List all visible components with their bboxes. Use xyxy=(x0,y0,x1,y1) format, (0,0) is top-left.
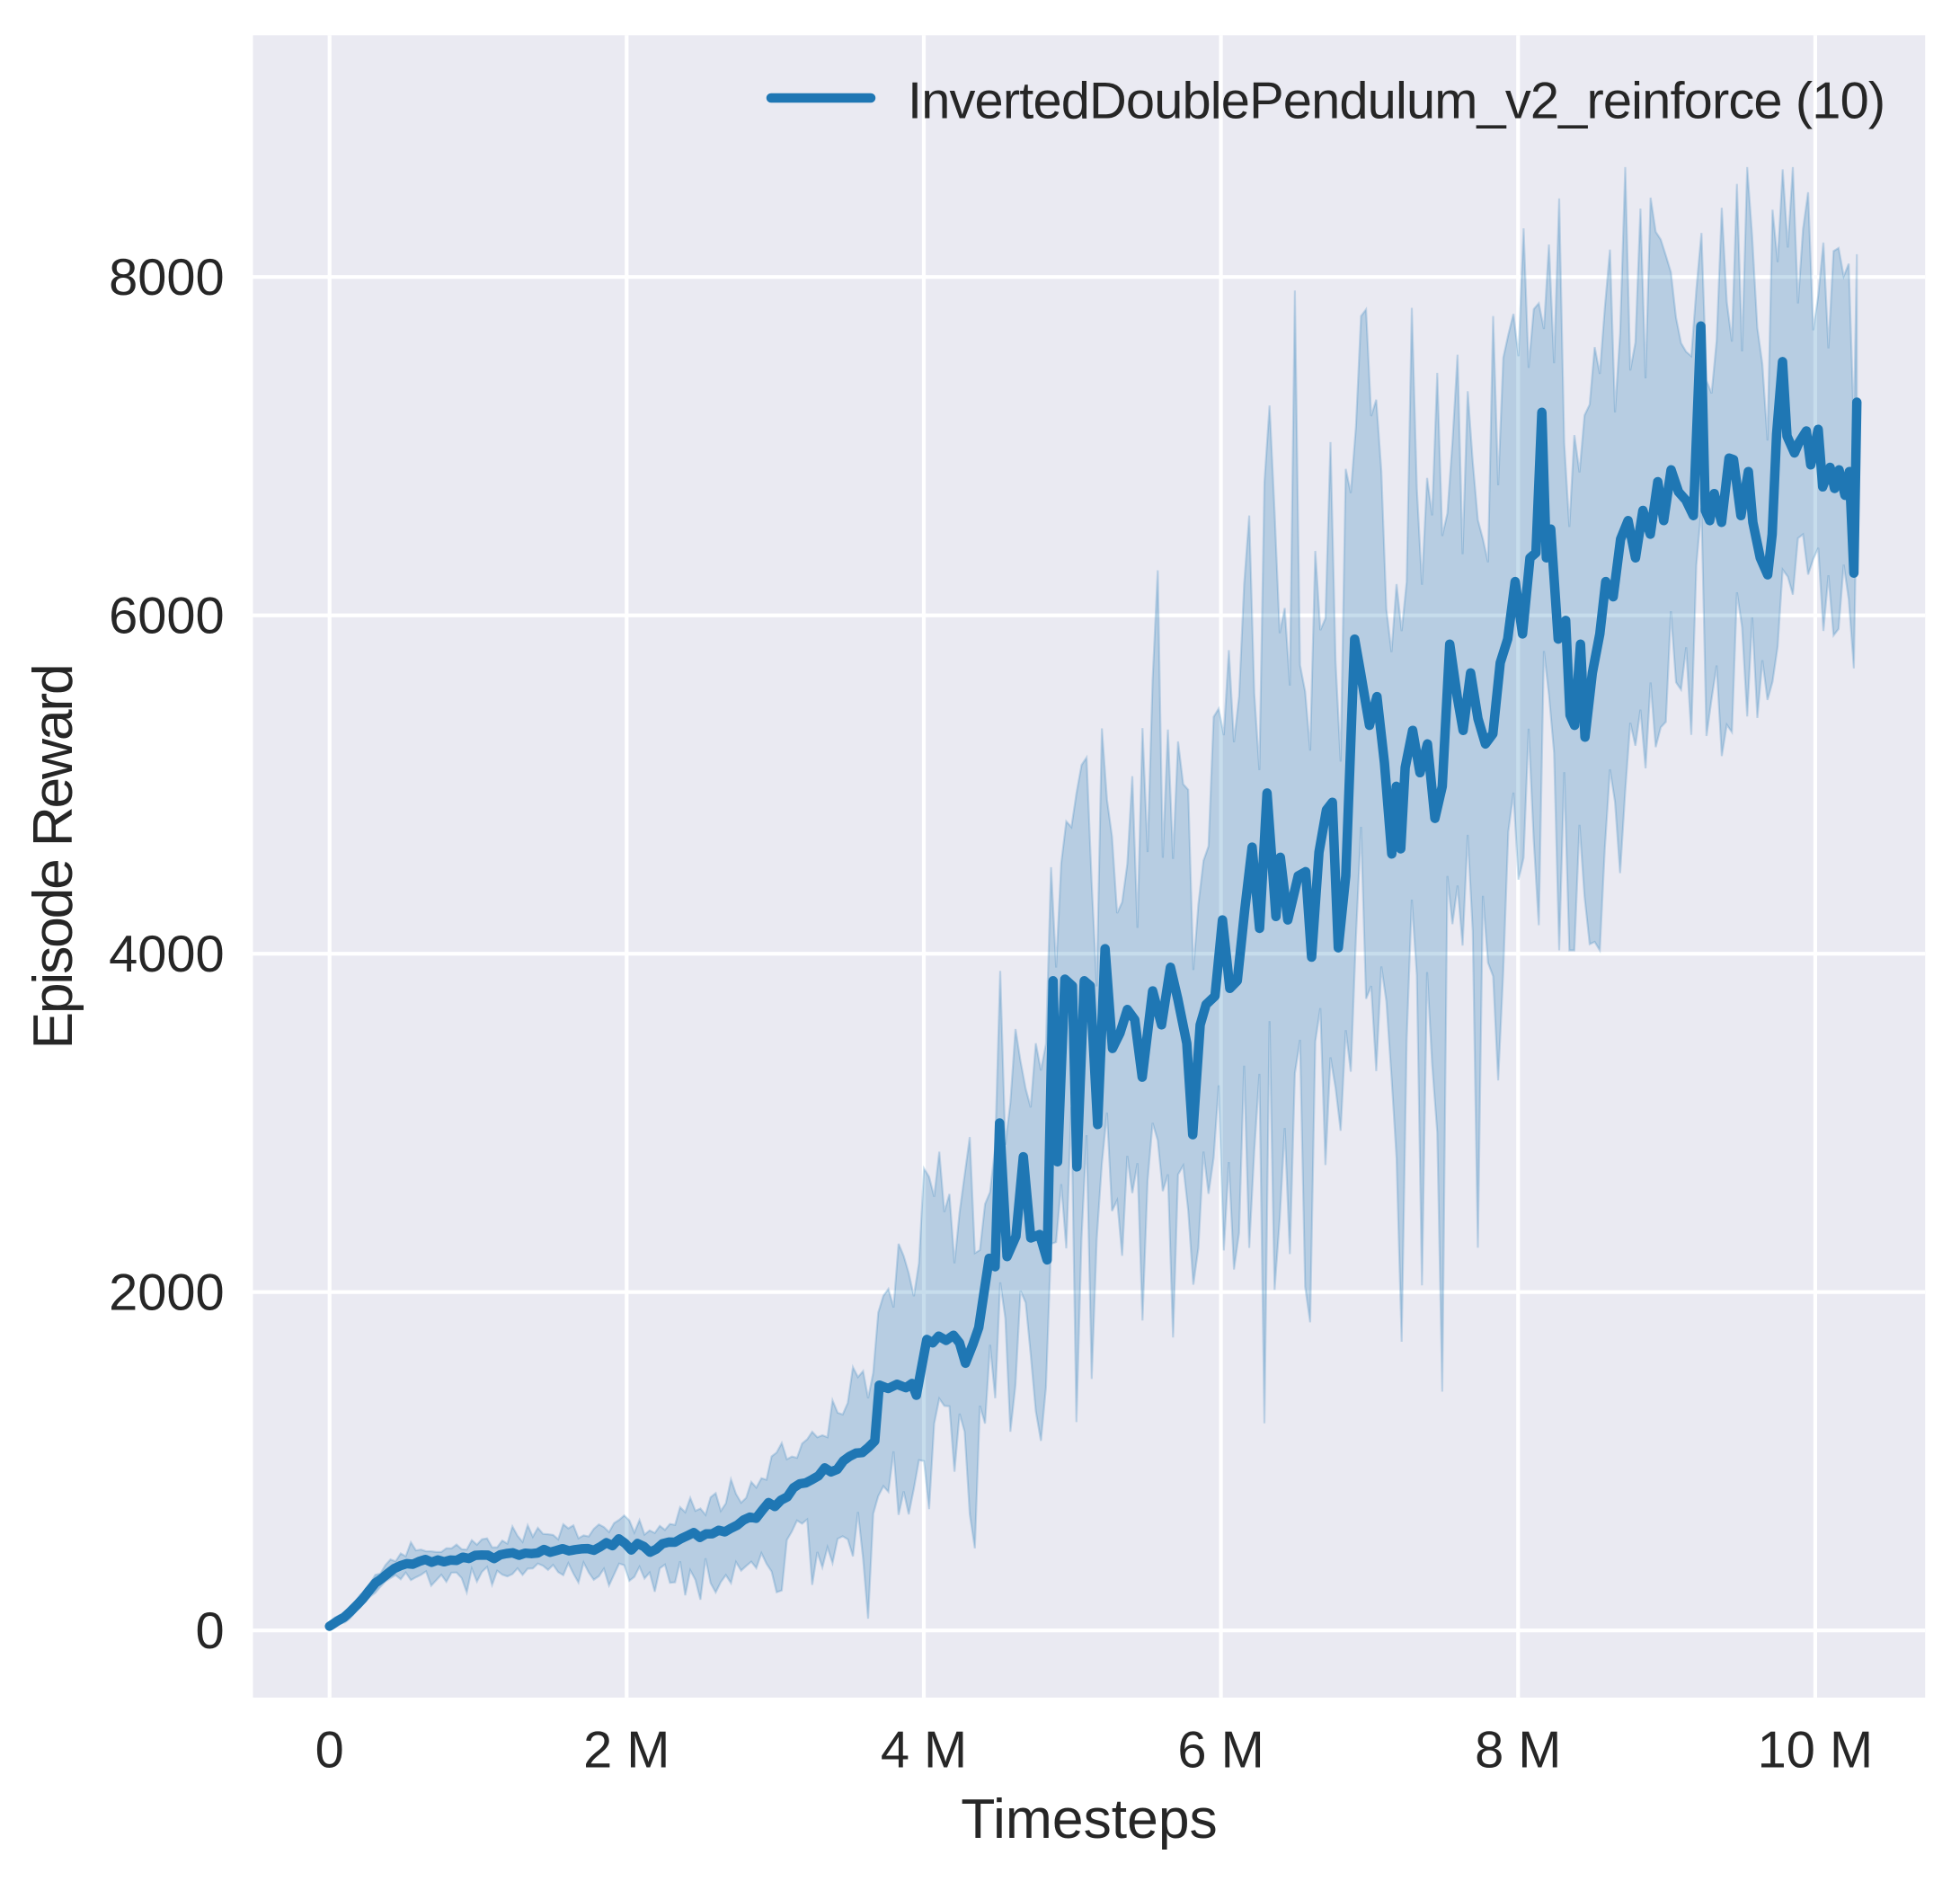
svg-text:10 M: 10 M xyxy=(1758,1721,1874,1779)
svg-text:2 M: 2 M xyxy=(583,1721,670,1779)
svg-text:4 M: 4 M xyxy=(881,1721,967,1779)
svg-text:0: 0 xyxy=(315,1721,344,1779)
svg-text:Episode Reward: Episode Reward xyxy=(22,666,84,1050)
svg-text:4000: 4000 xyxy=(109,926,225,983)
svg-text:6 M: 6 M xyxy=(1177,1721,1264,1779)
svg-text:0: 0 xyxy=(196,1602,225,1660)
svg-text:8 M: 8 M xyxy=(1475,1721,1561,1779)
svg-text:Timesteps: Timesteps xyxy=(961,1788,1217,1850)
svg-text:InvertedDoublePendulum_v2_rein: InvertedDoublePendulum_v2_reinforce (10) xyxy=(908,73,1885,130)
svg-text:8000: 8000 xyxy=(109,249,225,306)
svg-text:6000: 6000 xyxy=(109,588,225,645)
svg-text:2000: 2000 xyxy=(109,1264,225,1322)
